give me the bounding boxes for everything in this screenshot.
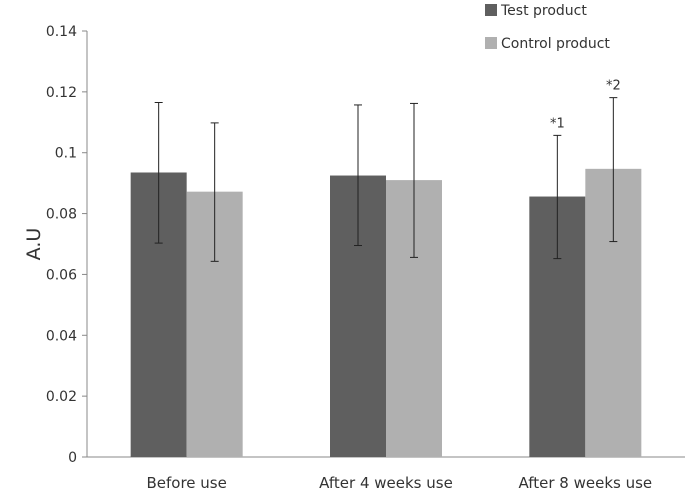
y-tick-label: 0.08 <box>46 207 77 223</box>
y-tick-label: 0.04 <box>46 328 77 344</box>
y-tick-label: 0.1 <box>55 146 77 162</box>
x-tick-label: Before use <box>146 474 226 492</box>
significance-annotation: *1 <box>550 116 565 131</box>
significance-annotation: *2 <box>606 79 621 94</box>
y-tick-label: 0.12 <box>46 85 77 101</box>
legend-label: Test product <box>500 3 587 19</box>
y-axis-label: A.U <box>23 228 45 261</box>
legend-swatch <box>485 4 497 16</box>
x-tick-label: After 4 weeks use <box>319 474 453 492</box>
y-tick-label: 0.06 <box>46 267 77 283</box>
legend-label: Control product <box>501 36 610 52</box>
legend-swatch <box>485 37 497 49</box>
y-tick-label: 0 <box>68 450 77 466</box>
y-tick-label: 0.14 <box>46 24 77 40</box>
y-tick-label: 0.02 <box>46 389 77 405</box>
x-tick-label: After 8 weeks use <box>519 474 653 492</box>
